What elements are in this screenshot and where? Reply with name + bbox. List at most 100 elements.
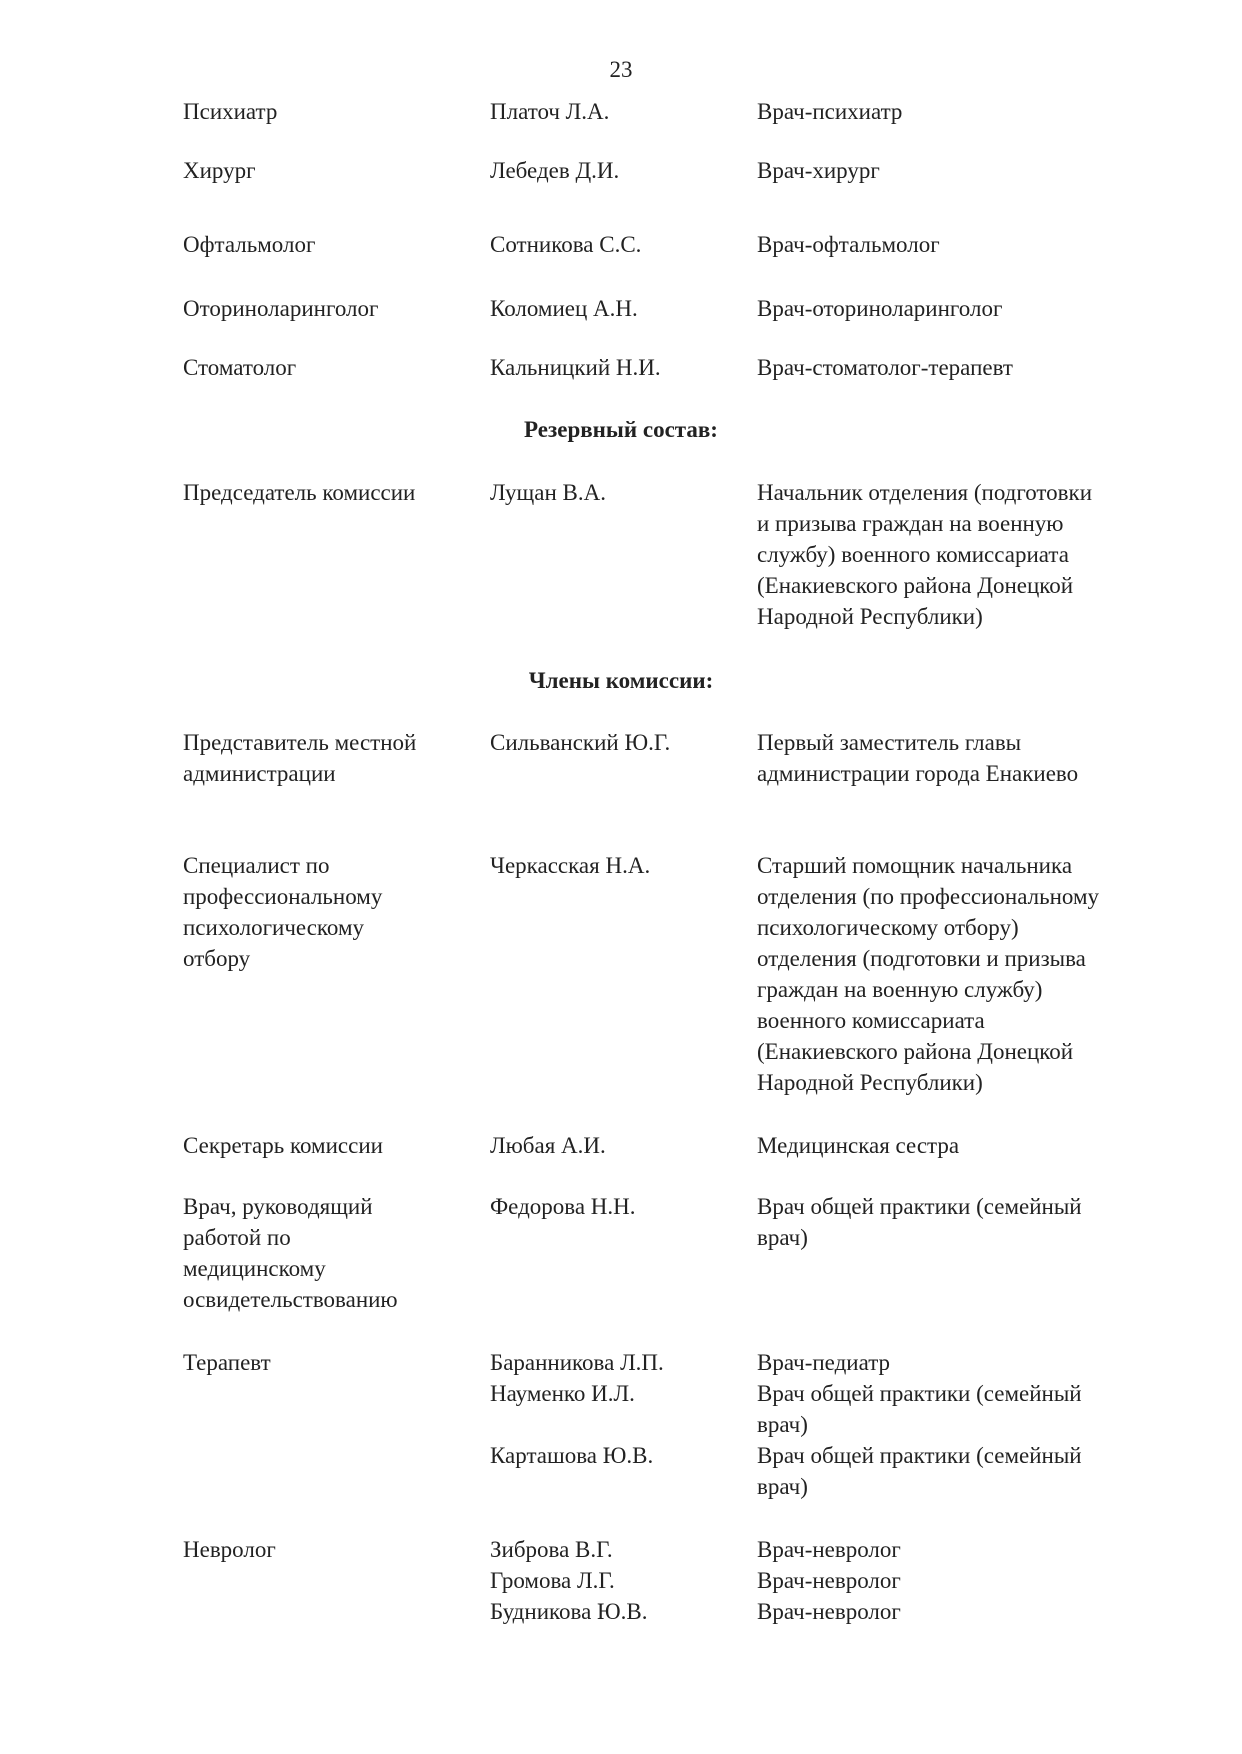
role-label-line: Терапевт	[183, 1350, 271, 1375]
role-label: Хирург	[183, 155, 483, 186]
member-position-line: администрации города Енакиево	[757, 761, 1079, 786]
member-position-line: Старший помощник начальника	[757, 853, 1073, 878]
member-position-line: Врач-невролог	[757, 1537, 901, 1562]
member-names: Сотникова С.С.	[490, 229, 750, 260]
member-names: Баранникова Л.П. Науменко И.Л. Карташова …	[490, 1347, 750, 1502]
role-label-line: Секретарь комиссии	[183, 1133, 383, 1158]
role-label-line: психологическому	[183, 915, 365, 940]
member-name: Кальницкий Н.И.	[490, 355, 661, 380]
member-position-entry: Врач-невролог	[757, 1565, 1197, 1596]
member-name: Черкасская Н.А.	[490, 853, 651, 878]
spacer	[490, 508, 750, 539]
role-label-line: Врач, руководящий	[183, 1194, 373, 1219]
member-position-entry: Врач-офтальмолог	[757, 229, 1197, 260]
member-names: Платоч Л.А.	[490, 96, 750, 127]
spacer	[490, 943, 750, 974]
role-label: Офтальмолог	[183, 229, 483, 260]
member-position-line: врач)	[757, 1474, 808, 1499]
member-position-line: Врач-психиатр	[757, 99, 903, 124]
member-positions: Врач-оториноларинголог	[757, 293, 1197, 324]
role-label-line: медицинскому	[183, 1256, 326, 1281]
spacer	[490, 758, 750, 789]
member-name-entry: Громова Л.Г.	[490, 1565, 750, 1596]
member-position-line: Врач-педиатр	[757, 1350, 891, 1375]
role-label-line: Хирург	[183, 158, 256, 183]
member-positions: Старший помощник начальника отделения (по…	[757, 850, 1197, 1098]
member-name-entry: Любая А.И.	[490, 1130, 750, 1161]
member-position-line: психологическому отбору)	[757, 915, 1019, 940]
member-position-line: Врач общей практики (семейный	[757, 1194, 1082, 1219]
member-position-entry: Медицинская сестра	[757, 1130, 1197, 1161]
member-position-line: Первый заместитель главы	[757, 730, 1022, 755]
role-label: Оториноларинголог	[183, 293, 483, 324]
member-name: Коломиец А.Н.	[490, 296, 638, 321]
member-position-line: и призыва граждан на военную	[757, 511, 1064, 536]
member-position-line: Начальник отделения (подготовки	[757, 480, 1093, 505]
role-label: Представитель местной администрации	[183, 727, 483, 789]
member-position-line: Врач-стоматолог-терапевт	[757, 355, 1013, 380]
member-name: Зиброва В.Г.	[490, 1537, 613, 1562]
member-name: Платоч Л.А.	[490, 99, 610, 124]
member-name-entry: Сотникова С.С.	[490, 229, 750, 260]
role-label-line: Представитель местной	[183, 730, 417, 755]
role-label: Специалист по профессиональному психологич…	[183, 850, 483, 974]
member-name: Карташова Ю.В.	[490, 1443, 654, 1468]
spacer	[490, 1409, 750, 1440]
section-heading: Резервный состав:	[524, 417, 718, 442]
member-position-entry: Врач-педиатр	[757, 1347, 1197, 1378]
member-name-entry: Сильванский Ю.Г.	[490, 727, 750, 789]
spacer	[490, 974, 750, 1005]
member-name: Сильванский Ю.Г.	[490, 730, 671, 755]
role-label: Секретарь комиссии	[183, 1130, 483, 1161]
spacer	[490, 1471, 750, 1502]
member-position-entry: Первый заместитель главы администрации го…	[757, 727, 1197, 789]
member-name-entry: Лебедев Д.И.	[490, 155, 750, 186]
spacer	[490, 1036, 750, 1067]
member-positions: Врач-невролог Врач-невролог Врач-невролог	[757, 1534, 1197, 1627]
member-names: Коломиец А.Н.	[490, 293, 750, 324]
member-name: Громова Л.Г.	[490, 1568, 615, 1593]
role-label-line: Специалист по	[183, 853, 330, 878]
member-names: Черкасская Н.А.	[490, 850, 750, 1098]
member-position-entry: Врач-психиатр	[757, 96, 1197, 127]
member-position-line: врач)	[757, 1225, 808, 1250]
member-position-entry: Врач-хирург	[757, 155, 1197, 186]
member-position-entry: Врач общей практики (семейный врач)	[757, 1440, 1197, 1502]
member-names: Зиброва В.Г. Громова Л.Г. Будникова Ю.В.	[490, 1534, 750, 1627]
member-position-line: (Енакиевского района Донецкой	[757, 1039, 1074, 1064]
member-position-line: Врач-хирург	[757, 158, 880, 183]
role-label: Терапевт	[183, 1347, 483, 1378]
member-positions: Врач-офтальмолог	[757, 229, 1197, 260]
role-label-line: Председатель комиссии	[183, 480, 416, 505]
member-position-line: Врач-офтальмолог	[757, 232, 940, 257]
role-label-line: администрации	[183, 761, 336, 786]
member-name-entry: Кальницкий Н.И.	[490, 352, 750, 383]
spacer	[490, 1222, 750, 1253]
member-positions: Врач-психиатр	[757, 96, 1197, 127]
member-name-entry: Коломиец А.Н.	[490, 293, 750, 324]
role-label: Стоматолог	[183, 352, 483, 383]
member-names: Федорова Н.Н.	[490, 1191, 750, 1253]
member-position-line: Врач-оториноларинголог	[757, 296, 1003, 321]
member-name: Лебедев Д.И.	[490, 158, 620, 183]
member-positions: Врач общей практики (семейный врач)	[757, 1191, 1197, 1253]
member-position-line: Народной Республики)	[757, 1070, 983, 1095]
member-position-entry: Врач общей практики (семейный врач)	[757, 1378, 1197, 1440]
member-position-entry: Врач-оториноларинголог	[757, 293, 1197, 324]
member-name-entry: Федорова Н.Н.	[490, 1191, 750, 1253]
section-heading: Члены комиссии:	[528, 668, 714, 693]
spacer	[490, 570, 750, 601]
member-positions: Врач-стоматолог-терапевт	[757, 352, 1197, 383]
role-label-line: отбору	[183, 946, 251, 971]
member-position-line: граждан на военную службу)	[757, 977, 1043, 1002]
member-positions: Медицинская сестра	[757, 1130, 1197, 1161]
spacer	[490, 881, 750, 912]
member-position-entry: Старший помощник начальника отделения (по…	[757, 850, 1197, 1098]
member-name-entry: Лущан В.А.	[490, 477, 750, 632]
member-positions: Начальник отделения (подготовки и призыва…	[757, 477, 1197, 632]
member-position-entry: Врач-невролог	[757, 1596, 1197, 1627]
role-label-line: Оториноларинголог	[183, 296, 379, 321]
role-label-line: освидетельствованию	[183, 1287, 398, 1312]
member-position-line: Врач-невролог	[757, 1599, 901, 1624]
role-label: Невролог	[183, 1534, 483, 1565]
